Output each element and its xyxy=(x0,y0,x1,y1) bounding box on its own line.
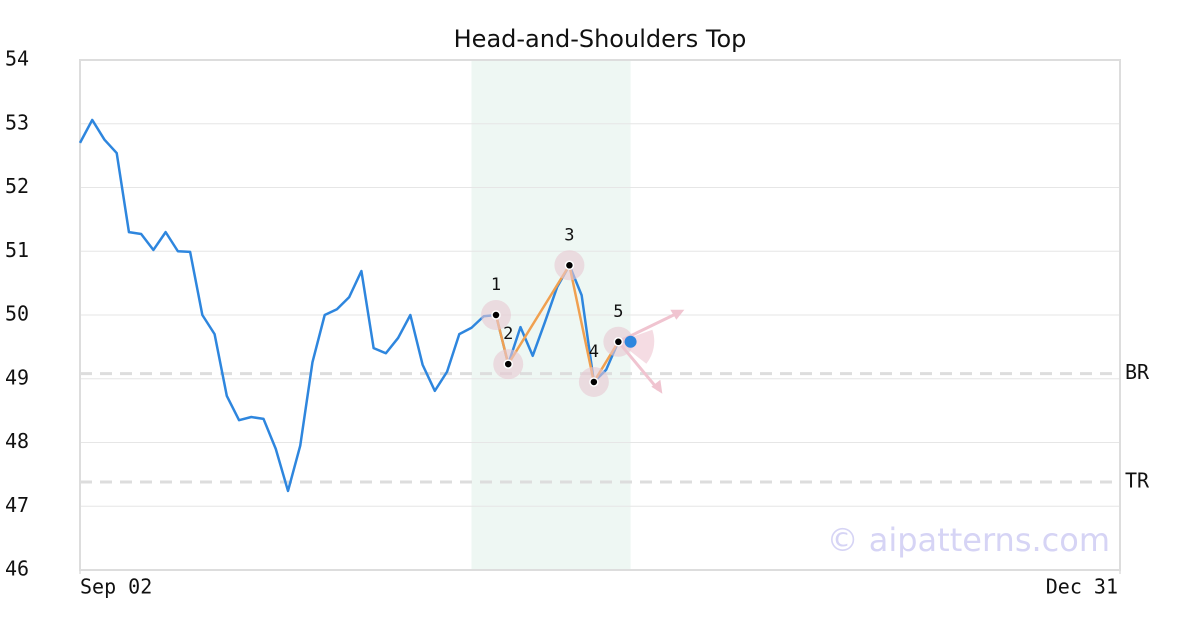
y-tick-label: 48 xyxy=(5,429,29,453)
projection-wedge xyxy=(618,329,655,364)
series-line xyxy=(78,118,631,493)
pattern-point xyxy=(564,260,575,271)
arrow-head xyxy=(670,309,685,320)
y-tick-label: 51 xyxy=(5,238,29,262)
pattern-point xyxy=(589,377,599,387)
y-tick-label: 52 xyxy=(5,174,29,198)
pattern-point xyxy=(503,359,513,369)
pattern-label: 2 xyxy=(503,324,513,344)
watermark: © aipatterns.com xyxy=(827,521,1110,559)
arrow-head xyxy=(651,379,663,394)
pattern-label: 4 xyxy=(589,342,599,362)
pattern-label: 5 xyxy=(613,302,623,322)
y-tick-label: 54 xyxy=(5,47,29,71)
y-tick-label: 50 xyxy=(5,302,29,326)
y-tick-label: 49 xyxy=(5,365,29,389)
pattern-label: 3 xyxy=(564,225,574,245)
x-tick-label: Sep 02 xyxy=(80,575,152,599)
pattern-label: 1 xyxy=(491,275,501,295)
y-tick-label: 46 xyxy=(5,557,29,581)
last-point xyxy=(624,335,637,348)
pattern-point xyxy=(491,310,501,320)
y-tick-label: 53 xyxy=(5,110,29,134)
chart-title: Head-and-Shoulders Top xyxy=(454,25,747,53)
level-label: BR xyxy=(1125,360,1150,384)
level-label: TR xyxy=(1125,469,1150,493)
x-tick-label: Dec 31 xyxy=(1046,575,1118,599)
y-tick-label: 47 xyxy=(5,493,29,517)
pattern-point xyxy=(613,337,624,347)
plot-frame xyxy=(79,59,1121,571)
